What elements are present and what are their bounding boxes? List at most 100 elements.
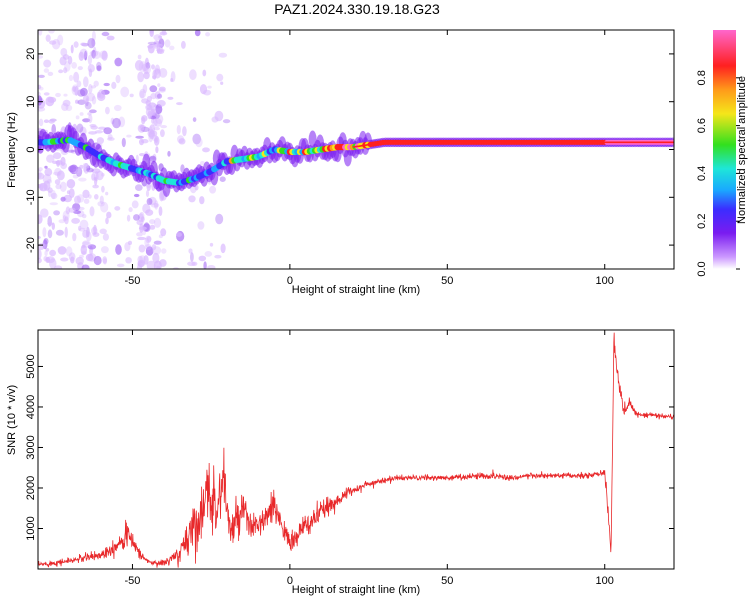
noise-blob xyxy=(63,67,68,74)
noise-blob xyxy=(158,234,163,239)
snr-series-line xyxy=(38,332,674,568)
noise-blob xyxy=(126,214,131,222)
top-y-tick-label: 10 xyxy=(25,96,37,108)
noise-blob xyxy=(214,110,224,122)
noise-blob xyxy=(158,86,166,92)
noise-blob xyxy=(60,47,68,57)
noise-blob xyxy=(219,176,226,182)
noise-blob xyxy=(149,30,154,34)
noise-blob xyxy=(114,57,123,67)
noise-blob xyxy=(114,206,121,211)
noise-blob xyxy=(222,119,231,124)
noise-blob xyxy=(43,92,50,96)
noise-blob xyxy=(73,41,79,48)
noise-blob xyxy=(54,179,61,185)
noise-blob xyxy=(38,74,45,78)
noise-blob xyxy=(78,206,85,211)
top-x-tick-label: 50 xyxy=(441,275,453,287)
noise-blob xyxy=(192,133,201,145)
noise-blob xyxy=(48,190,52,197)
noise-blob xyxy=(49,202,58,206)
noise-blob xyxy=(139,124,145,131)
noise-blob xyxy=(77,66,83,71)
noise-blob xyxy=(84,101,92,110)
noise-blob xyxy=(149,224,156,230)
noise-blob xyxy=(149,155,157,163)
noise-blob xyxy=(87,54,93,65)
noise-blob xyxy=(154,137,158,143)
ridge-peak-line xyxy=(352,141,674,148)
noise-blob xyxy=(158,68,168,78)
bottom-y-tick-label: 1000 xyxy=(25,516,37,540)
noise-blob xyxy=(135,184,143,192)
noise-blob xyxy=(67,55,73,65)
noise-blob xyxy=(71,62,77,69)
snr-panel: -50 0 50 100 1000 2000 3000 4000 5000 Height of… xyxy=(6,329,675,596)
noise-blob xyxy=(80,87,88,97)
noise-blob xyxy=(112,117,121,129)
noise-blob xyxy=(159,190,164,202)
noise-blob xyxy=(157,100,166,107)
noise-blob xyxy=(131,200,139,209)
top-y-tick-label: -20 xyxy=(25,237,37,253)
noise-blob xyxy=(65,206,71,215)
noise-blob xyxy=(88,114,93,124)
noise-blob xyxy=(99,50,108,60)
noise-blob xyxy=(191,261,198,266)
noise-blob xyxy=(43,59,52,68)
noise-blob xyxy=(56,160,60,167)
noise-blob xyxy=(145,62,151,69)
noise-blob xyxy=(137,261,145,267)
noise-blob xyxy=(176,102,183,106)
noise-blob xyxy=(51,222,55,230)
bottom-x-tick-label: 100 xyxy=(596,575,614,587)
noise-blob xyxy=(49,40,57,45)
noise-blob xyxy=(62,99,71,107)
noise-blob xyxy=(38,55,44,59)
noise-blob xyxy=(145,209,154,216)
colorbar-tick-label: 0.4 xyxy=(696,166,708,181)
noise-blob xyxy=(92,184,99,189)
noise-blob xyxy=(94,171,99,182)
noise-blob xyxy=(38,235,41,240)
noise-blob xyxy=(47,96,57,103)
colorbar-tick-label: 0.0 xyxy=(696,261,708,276)
bottom-y-tick-label: 3000 xyxy=(25,435,37,459)
noise-blob xyxy=(146,182,151,192)
noise-blob xyxy=(134,60,144,71)
noise-blob xyxy=(89,124,97,128)
noise-blob xyxy=(52,171,61,176)
noise-blob xyxy=(101,246,109,254)
noise-blob xyxy=(159,31,168,36)
noise-blob xyxy=(153,240,162,245)
noise-blob xyxy=(44,250,48,257)
bottom-y-tick-label: 2000 xyxy=(25,476,37,500)
noise-blob xyxy=(106,211,112,219)
noise-blob xyxy=(53,210,60,216)
noise-blob xyxy=(133,214,140,221)
noise-blob xyxy=(137,236,147,241)
noise-blob xyxy=(161,248,167,254)
noise-blob xyxy=(38,30,43,36)
noise-blob xyxy=(143,71,150,80)
spectrogram-ridge xyxy=(38,124,674,197)
noise-blob xyxy=(135,135,144,139)
noise-blob xyxy=(216,73,224,82)
noise-blob xyxy=(82,189,90,199)
noise-blob xyxy=(152,130,158,137)
noise-blob xyxy=(57,34,64,46)
noise-blob xyxy=(150,93,157,100)
top-y-axis-label: Frequency (Hz) xyxy=(6,112,18,188)
noise-blob xyxy=(199,196,205,205)
noise-blob xyxy=(138,226,147,231)
noise-blob xyxy=(89,109,97,114)
noise-blob xyxy=(149,219,156,225)
noise-blob xyxy=(101,50,108,61)
noise-blob xyxy=(66,190,71,195)
noise-blob xyxy=(139,88,147,99)
noise-blob xyxy=(57,246,67,255)
noise-blob xyxy=(103,258,107,265)
noise-blob xyxy=(46,154,55,163)
snr-frame xyxy=(37,329,675,570)
noise-blob xyxy=(204,251,213,257)
